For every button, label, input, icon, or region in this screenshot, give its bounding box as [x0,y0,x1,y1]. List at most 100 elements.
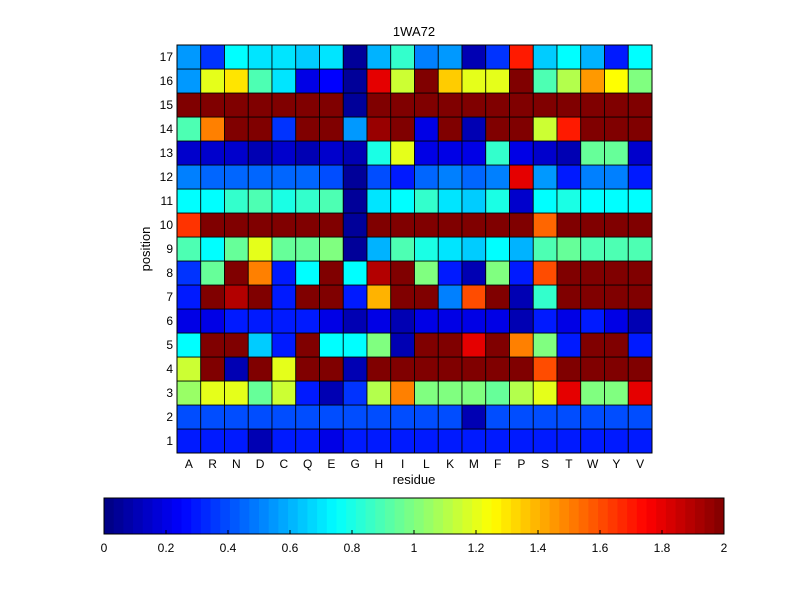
heatmap-cell [604,92,629,118]
heatmap-cell [580,116,605,142]
heatmap-cell [247,260,273,286]
heatmap-cell [319,236,344,262]
heatmap-cell [271,404,297,430]
colorbar-tick-label: 0.4 [220,541,237,555]
colorbar-segment [239,498,250,534]
heatmap-cell [342,236,368,262]
heatmap-cell [509,236,534,262]
heatmap-cell [604,140,629,166]
heatmap-cell [461,260,487,286]
x-tick-label: R [208,457,217,471]
heatmap-cell [627,140,653,166]
colorbar-segment [433,498,444,534]
heatmap-cell [532,44,558,70]
colorbar-segment [113,498,124,534]
y-tick-label: 4 [166,362,173,376]
x-tick-label: N [232,457,241,471]
heatmap-cell [604,236,629,262]
colorbar-tick-label: 1.4 [530,541,547,555]
heatmap-cell [532,164,558,190]
heatmap-cell [437,404,463,430]
colorbar-segment [520,498,531,534]
heatmap-cell [176,308,202,334]
y-tick-label: 14 [160,122,174,136]
colorbar-tick-labels: 0 0.2 0.4 0.6 0.8 1 1.2 1.4 1.6 1.8 2 [101,530,728,555]
colorbar-segment [191,498,202,534]
heatmap-cell [200,356,225,382]
heatmap-cell [271,236,297,262]
colorbar-segment [326,498,337,534]
colorbar-segment [627,498,638,534]
heatmap-cell [627,164,653,190]
colorbar-segment [307,498,318,534]
heatmap-cell [414,284,439,310]
heatmap-cell [627,404,653,430]
heatmap-cell [176,140,202,166]
heatmap-cell [414,356,439,382]
heatmap-cell [437,188,463,214]
heatmap-cell [176,164,202,190]
heatmap-cell [580,68,605,94]
heatmap-cell [461,308,487,334]
x-tick-label: K [446,457,454,471]
colorbar-segment [162,498,173,534]
heatmap-cell [224,92,249,118]
heatmap-cell [271,380,297,406]
heatmap-cell [319,188,344,214]
heatmap-cell [224,212,249,238]
heatmap-cell [390,428,415,454]
heatmap-cell [319,140,344,166]
heatmap-cell [390,284,415,310]
colorbar-segment [559,498,570,534]
x-tick-label: Y [612,457,620,471]
heatmap-cell [200,116,225,142]
heatmap-cell [604,380,629,406]
colorbar-segment [142,498,153,534]
heatmap-cell [247,236,273,262]
heatmap-cell [224,140,249,166]
heatmap-cell [342,428,368,454]
colorbar-tick-label: 0.2 [158,541,175,555]
heatmap-cell [319,212,344,238]
heatmap-cell [532,308,558,334]
heatmap-cell [176,404,202,430]
heatmap-cell [509,68,534,94]
colorbar-segment [210,498,221,534]
heatmap-cell [485,68,510,94]
heatmap-cell [224,332,249,358]
heatmap-cell [271,140,297,166]
heatmap-cell [224,356,249,382]
heatmap-cell [176,356,202,382]
heatmap-cell [200,164,225,190]
heatmap-cell [200,92,225,118]
heatmap-cell [414,428,439,454]
colorbar-segment [414,498,425,534]
heatmap-cell [247,404,273,430]
heatmap-cell [604,68,629,94]
heatmap-cell [437,236,463,262]
heatmap-cell [366,164,392,190]
colorbar-segment [588,498,599,534]
x-tick-label: L [423,457,430,471]
colorbar-segment [549,498,560,534]
heatmap-cell [271,284,297,310]
heatmap-cell [366,236,392,262]
heatmap-cell [271,308,297,334]
heatmap-cell [247,44,273,70]
heatmap-cell [342,44,368,70]
heatmap-cell [509,260,534,286]
colorbar-segment [317,498,328,534]
heatmap-cell [295,140,320,166]
heatmap-cell [580,428,605,454]
heatmap-cell [414,308,439,334]
heatmap-cell [604,404,629,430]
heatmap-cell [224,428,249,454]
heatmap-cell [390,116,415,142]
heatmap-cell [271,260,297,286]
heatmap-cell [247,140,273,166]
colorbar-tick-label: 0 [101,541,108,555]
heatmap-cell [604,212,629,238]
heatmap-cell [200,236,225,262]
heatmap-cell [556,212,582,238]
